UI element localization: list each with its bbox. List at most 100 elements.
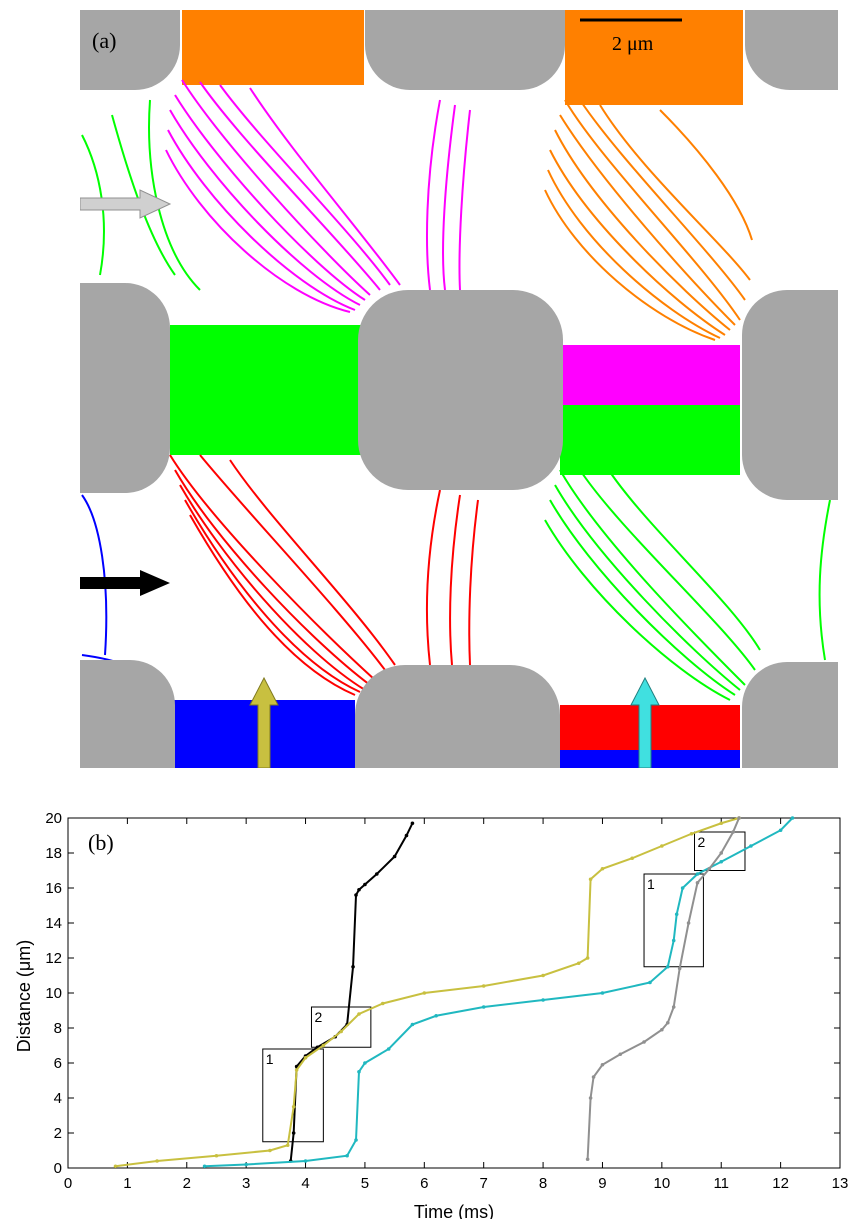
data-point bbox=[665, 964, 670, 969]
orange-band-right bbox=[565, 10, 743, 105]
x-tick-label: 10 bbox=[654, 1175, 671, 1192]
data-point bbox=[303, 1055, 308, 1060]
data-point bbox=[648, 980, 652, 985]
panel-a-flow-image: (a) 2 μm bbox=[80, 10, 838, 768]
data-point bbox=[363, 1061, 367, 1065]
data-point bbox=[481, 984, 486, 988]
data-point bbox=[686, 921, 691, 925]
data-point bbox=[665, 1020, 670, 1025]
data-point bbox=[588, 1096, 593, 1100]
data-point bbox=[674, 912, 679, 917]
data-point bbox=[354, 1138, 358, 1142]
post bbox=[358, 290, 563, 490]
data-point bbox=[660, 1027, 664, 1032]
data-point bbox=[695, 880, 700, 885]
annotation-label: 1 bbox=[266, 1051, 274, 1067]
x-tick-label: 1 bbox=[123, 1175, 131, 1192]
post bbox=[365, 10, 565, 90]
data-point bbox=[719, 859, 724, 864]
black-arrow-icon bbox=[80, 570, 170, 596]
magenta-streams-left bbox=[165, 79, 471, 313]
x-tick-label: 3 bbox=[242, 1175, 250, 1192]
annotation-box bbox=[310, 1006, 372, 1048]
y-tick-label: 10 bbox=[45, 985, 62, 1002]
series-line-1 bbox=[115, 817, 740, 1168]
x-tick-label: 0 bbox=[64, 1175, 72, 1192]
data-point bbox=[481, 1005, 486, 1009]
data-point bbox=[392, 854, 397, 859]
orange-band-left bbox=[182, 10, 364, 85]
data-point bbox=[591, 1075, 596, 1079]
data-point bbox=[434, 1013, 438, 1018]
post bbox=[745, 10, 838, 90]
data-point bbox=[363, 882, 367, 887]
data-point bbox=[541, 973, 545, 978]
data-point bbox=[600, 1062, 605, 1067]
x-axis-label: Time (ms) bbox=[414, 1202, 494, 1219]
post bbox=[80, 660, 175, 768]
data-point bbox=[576, 961, 581, 966]
y-tick-label: 0 bbox=[54, 1160, 62, 1177]
post bbox=[742, 290, 838, 500]
data-point bbox=[268, 1148, 272, 1153]
data-point bbox=[695, 872, 700, 876]
data-point bbox=[294, 1068, 299, 1072]
data-point bbox=[354, 893, 358, 897]
data-point bbox=[588, 877, 593, 882]
y-tick-label: 4 bbox=[54, 1090, 62, 1107]
green-streams-right bbox=[544, 469, 831, 701]
data-point bbox=[680, 886, 685, 890]
data-point bbox=[113, 1164, 118, 1169]
data-point bbox=[375, 872, 379, 876]
data-point bbox=[737, 816, 741, 820]
x-tick-label: 2 bbox=[183, 1175, 191, 1192]
data-point bbox=[790, 816, 795, 820]
x-tick-label: 5 bbox=[361, 1175, 369, 1192]
annotation-label: 2 bbox=[314, 1009, 322, 1025]
data-point bbox=[541, 998, 545, 1002]
orange-streams-right bbox=[544, 99, 753, 341]
olive-arrow-icon bbox=[249, 676, 279, 768]
data-point bbox=[642, 1040, 646, 1044]
data-point bbox=[214, 1153, 219, 1158]
data-point bbox=[291, 1131, 296, 1135]
data-point bbox=[339, 1029, 343, 1034]
post bbox=[80, 283, 170, 493]
post bbox=[742, 662, 838, 768]
data-point bbox=[677, 966, 682, 971]
data-point bbox=[719, 821, 724, 826]
data-point bbox=[202, 1164, 207, 1169]
data-point bbox=[671, 1005, 676, 1009]
data-point bbox=[660, 844, 664, 848]
y-tick-label: 8 bbox=[54, 1020, 62, 1037]
data-point bbox=[291, 1104, 296, 1109]
data-point bbox=[357, 887, 361, 892]
data-point bbox=[671, 938, 676, 943]
x-tick-label: 9 bbox=[598, 1175, 606, 1192]
green-band-left bbox=[170, 325, 365, 455]
y-tick-label: 16 bbox=[45, 880, 62, 897]
x-tick-label: 11 bbox=[713, 1175, 729, 1192]
annotation-label: 2 bbox=[698, 834, 706, 850]
data-point bbox=[689, 831, 694, 836]
data-point bbox=[285, 1143, 290, 1148]
posts bbox=[80, 10, 838, 768]
data-point bbox=[351, 964, 355, 969]
data-point bbox=[731, 830, 735, 834]
data-point bbox=[404, 833, 409, 838]
data-point bbox=[357, 1069, 361, 1074]
data-point bbox=[618, 1052, 623, 1057]
x-tick-label: 8 bbox=[539, 1175, 547, 1192]
series-lines bbox=[113, 816, 795, 1169]
scale-bar-label: 2 μm bbox=[612, 33, 654, 55]
data-point bbox=[585, 1157, 590, 1162]
annotation-boxes: 1 2 1 2 bbox=[262, 831, 746, 1143]
x-tick-label: 4 bbox=[301, 1175, 309, 1192]
annotation-box bbox=[694, 831, 746, 871]
y-tick-label: 12 bbox=[45, 950, 62, 967]
y-tick-label: 6 bbox=[54, 1055, 62, 1072]
red-streams-left bbox=[169, 454, 479, 696]
data-point bbox=[321, 1043, 326, 1048]
